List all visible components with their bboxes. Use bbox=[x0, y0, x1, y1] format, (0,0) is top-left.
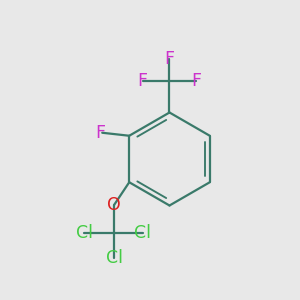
Text: F: F bbox=[191, 72, 202, 90]
Text: Cl: Cl bbox=[106, 249, 123, 267]
Text: Cl: Cl bbox=[134, 224, 151, 242]
Text: O: O bbox=[107, 196, 121, 214]
Text: F: F bbox=[164, 50, 175, 68]
Text: F: F bbox=[95, 124, 105, 142]
Text: F: F bbox=[137, 72, 148, 90]
Text: Cl: Cl bbox=[76, 224, 93, 242]
